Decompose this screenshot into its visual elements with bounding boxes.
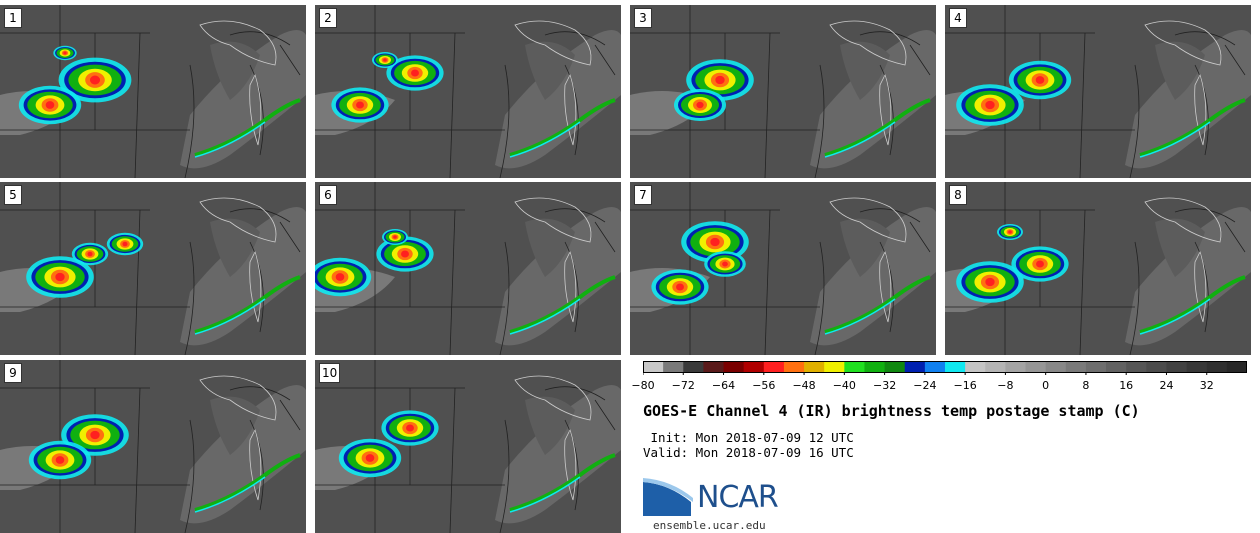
colorbar-tick-label: −24 (913, 379, 937, 392)
colorbar-tick-label: −16 (953, 379, 977, 392)
colorbar-tick-label: −72 (671, 379, 695, 392)
logo-wordmark: NCAR (697, 480, 779, 515)
panel-number: 9 (4, 363, 22, 383)
panel-number: 3 (634, 8, 652, 28)
colorbar-swatch (1106, 361, 1127, 373)
map-image (945, 5, 1251, 178)
postage-stamp-panel: 1 (0, 5, 306, 178)
colorbar (643, 361, 1247, 375)
colorbar-swatch (643, 361, 664, 373)
init-time: Init: Mon 2018-07-09 12 UTC (643, 430, 854, 445)
postage-stamp-panel: 2 (315, 5, 621, 178)
colorbar-swatch (703, 361, 725, 373)
panel-number: 4 (949, 8, 967, 28)
colorbar-swatch (1085, 361, 1107, 373)
colorbar-swatch (783, 361, 805, 373)
map-image (315, 5, 621, 178)
postage-stamp-panel: 5 (0, 182, 306, 355)
colorbar-tick-label: −64 (711, 379, 736, 392)
colorbar-swatch (1065, 361, 1087, 373)
colorbar-tick-label: −8 (997, 379, 1014, 392)
colorbar-swatch (804, 361, 825, 373)
panel-number: 7 (634, 185, 652, 205)
map-image (0, 360, 306, 533)
map-image (630, 5, 936, 178)
map-image (315, 360, 621, 533)
colorbar-swatch (1206, 361, 1228, 373)
colorbar-swatch (1166, 361, 1188, 373)
colorbar-swatch (723, 361, 745, 373)
ncar-logo (643, 478, 693, 516)
colorbar-swatch (985, 361, 1006, 373)
postage-stamp-panel: 8 (945, 182, 1251, 355)
panel-number: 8 (949, 185, 967, 205)
map-image (630, 182, 936, 355)
panel-number: 10 (319, 363, 341, 383)
panel-number: 2 (319, 8, 337, 28)
map-image (0, 5, 306, 178)
colorbar-swatch (1005, 361, 1027, 373)
colorbar-swatch (1045, 361, 1067, 373)
colorbar-tick-label: 0 (1042, 379, 1050, 392)
colorbar-swatch (844, 361, 865, 373)
colorbar-swatch (683, 361, 704, 373)
colorbar-swatch (904, 361, 926, 373)
colorbar-swatch (965, 361, 986, 373)
colorbar-tick-label: −32 (872, 379, 897, 392)
colorbar-swatch (763, 361, 785, 373)
colorbar-swatch (945, 361, 966, 373)
colorbar-swatch (1025, 361, 1047, 373)
colorbar-tick-label: 16 (1119, 379, 1134, 392)
colorbar-swatch (1186, 361, 1208, 373)
valid-time: Valid: Mon 2018-07-09 16 UTC (643, 445, 854, 460)
map-image (315, 182, 621, 355)
postage-stamp-panel: 10 (315, 360, 621, 533)
colorbar-swatch (924, 361, 946, 373)
colorbar-swatch (864, 361, 886, 373)
colorbar-tick-label: 24 (1159, 379, 1174, 392)
colorbar-swatch (824, 361, 845, 373)
colorbar-ticks: −80 −72 −64 −56 −48 −40 −32 −24 −16 −8 0 8 16 24 32 (631, 377, 1247, 393)
colorbar-swatch (1146, 361, 1167, 373)
postage-stamp-panel: 4 (945, 5, 1251, 178)
postage-stamp-panel: 9 (0, 360, 306, 533)
colorbar-tick-label: −48 (792, 379, 816, 392)
colorbar-swatch (1226, 361, 1247, 373)
panel-number: 5 (4, 185, 22, 205)
site-url: ensemble.ucar.edu (653, 519, 766, 532)
colorbar-swatch (1126, 361, 1147, 373)
postage-stamp-panel: 3 (630, 5, 936, 178)
colorbar-swatch (884, 361, 906, 373)
colorbar-tick-label: −56 (752, 379, 776, 392)
colorbar-swatch (663, 361, 684, 373)
map-image (945, 182, 1251, 355)
map-image (0, 182, 306, 355)
colorbar-tick-label: −40 (832, 379, 856, 392)
panel-number: 1 (4, 8, 22, 28)
postage-stamp-panel: 7 (630, 182, 936, 355)
chart-title: GOES-E Channel 4 (IR) brightness temp po… (643, 402, 1140, 420)
postage-stamp-panel: 6 (315, 182, 621, 355)
colorbar-tick-label: 32 (1199, 379, 1214, 392)
colorbar-tick-label: −80 (631, 379, 655, 392)
colorbar-tick-label: 8 (1082, 379, 1090, 392)
panel-number: 6 (319, 185, 337, 205)
colorbar-swatch (743, 361, 765, 373)
